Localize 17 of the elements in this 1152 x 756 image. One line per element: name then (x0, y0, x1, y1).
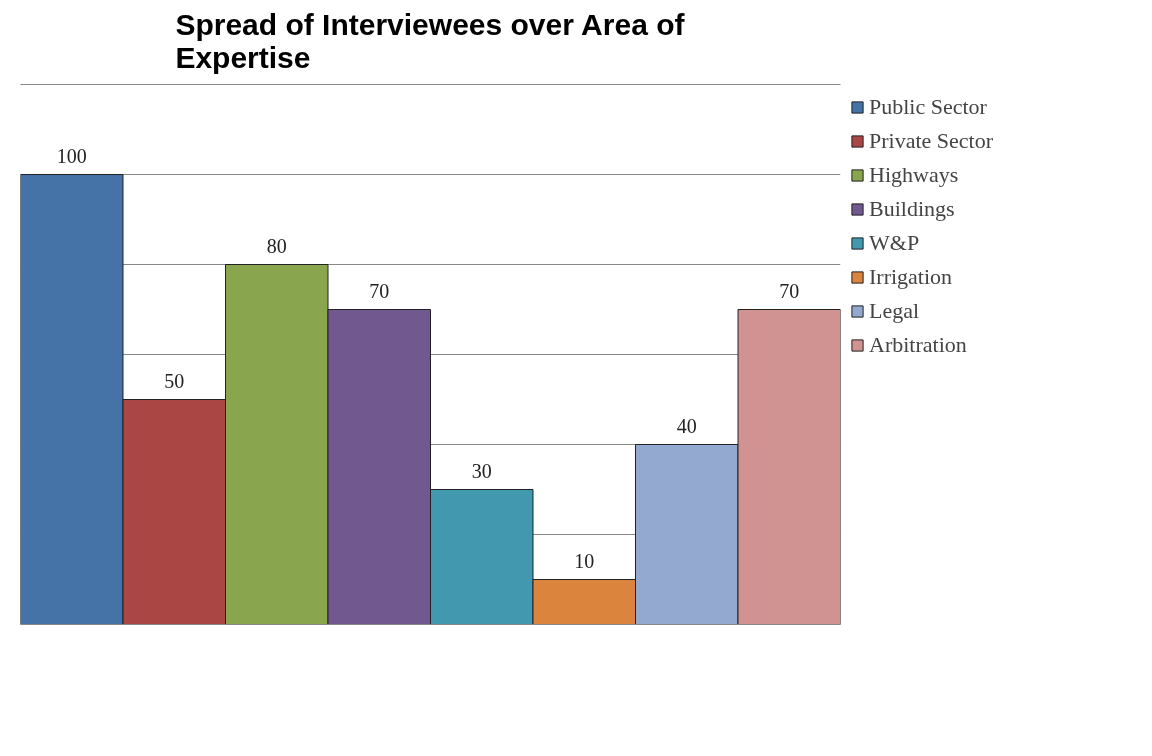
legend-label: W&P (869, 230, 920, 256)
legend-label: Legal (869, 298, 920, 324)
data-label: 70 (369, 279, 390, 302)
data-label: 100 (56, 144, 87, 167)
data-label: 80 (266, 234, 287, 257)
data-label: 30 (471, 459, 492, 482)
chart-title: Spread of Interviewees over Area of Expertise (175, 7, 686, 74)
legend-label: Buildings (869, 196, 955, 222)
data-label: 10 (574, 549, 595, 572)
legend-label: Public Sector (869, 94, 987, 120)
data-label: 50 (164, 369, 185, 392)
legend-label: Private Sector (869, 128, 994, 154)
legend-label: Arbitration (869, 332, 967, 358)
legend-label: Highways (869, 162, 959, 188)
legend-label: Irrigation (869, 264, 953, 290)
data-label: 40 (676, 414, 697, 437)
data-label: 70 (779, 279, 800, 302)
